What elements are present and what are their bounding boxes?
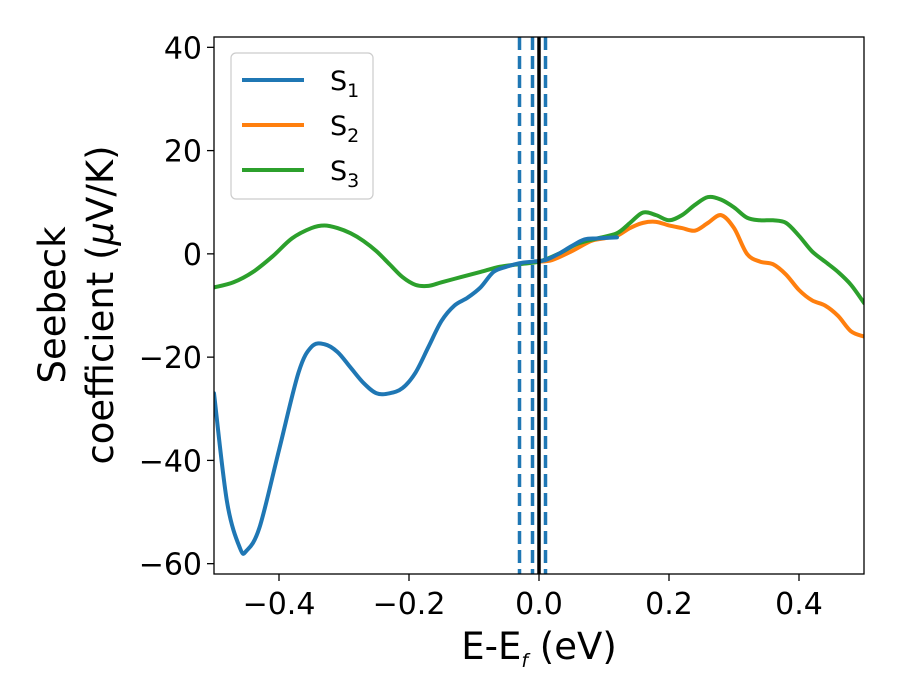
x-tick-label: 0.4 (775, 587, 823, 622)
x-tick-label: −0.2 (373, 587, 446, 622)
x-tick-label: 0.2 (645, 587, 693, 622)
x-tick-label: 0.0 (515, 587, 563, 622)
legend-label-s2: S2 (330, 111, 359, 147)
series-line-s2 (537, 213, 864, 339)
y-tick-label: −20 (139, 341, 202, 376)
y-tick-label: 40 (164, 31, 202, 66)
legend-entries: S1 S2 S3 (242, 66, 359, 192)
series-layer (214, 194, 864, 556)
legend-label-s3: S3 (330, 156, 359, 192)
x-ticks: −0.4 −0.2 0.0 0.2 0.4 (243, 574, 823, 622)
y-tick-label: 20 (164, 135, 202, 170)
reference-lines (517, 37, 548, 574)
legend-label-s1: S1 (330, 66, 359, 102)
legend: S1 S2 S3 (230, 52, 374, 200)
y-axis-label: Seebeck coefficient (μV/K) (31, 145, 122, 464)
y-ticks: −60 −40 −20 0 20 40 (139, 31, 214, 583)
y-axis-label-line2: coefficient (μV/K) (79, 145, 122, 464)
y-tick-label: −60 (139, 548, 202, 583)
y-axis-label-line1: Seebeck (31, 226, 74, 384)
y-tick-label: 0 (183, 238, 202, 273)
series-line-s1 (214, 235, 619, 556)
y-tick-label: −40 (139, 444, 202, 479)
x-axis-label: E-Ef (eV) (461, 625, 617, 672)
x-tick-label: −0.4 (243, 587, 316, 622)
